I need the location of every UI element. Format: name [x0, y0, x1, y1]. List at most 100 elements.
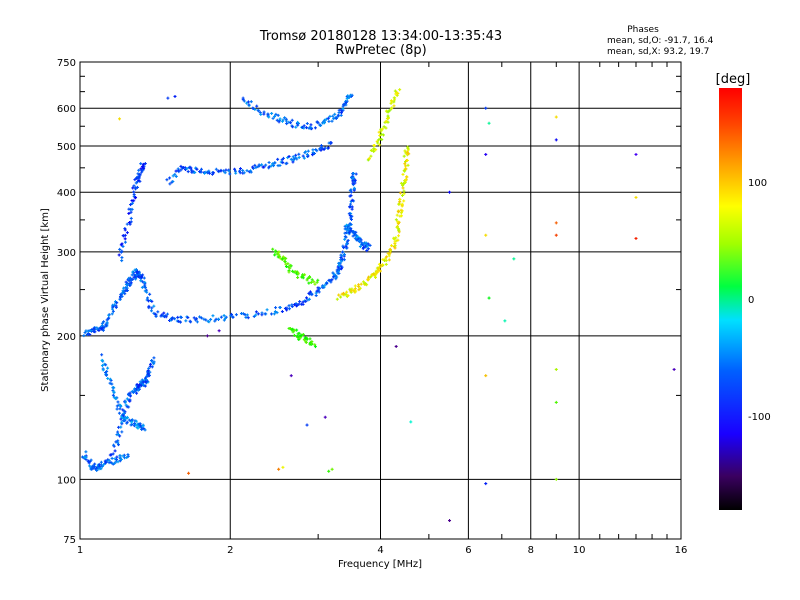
trace-point — [123, 400, 127, 404]
trace-point — [204, 318, 208, 322]
trace-point — [133, 422, 137, 426]
trace-point — [87, 461, 91, 465]
trace-point — [313, 282, 317, 286]
trace-point — [343, 231, 347, 235]
trace-point — [255, 104, 259, 108]
trace-point — [192, 316, 196, 320]
trace-point — [195, 167, 199, 171]
trace-point — [135, 423, 139, 427]
trace-point — [271, 116, 275, 120]
trace-point — [149, 309, 153, 313]
trace-point — [120, 294, 124, 298]
colorbar-label: [deg] — [716, 72, 751, 87]
trace-point — [344, 244, 348, 248]
trace-point — [310, 342, 314, 346]
isolated-point — [634, 152, 638, 156]
trace-point — [377, 266, 381, 270]
trace-point — [284, 262, 288, 266]
trace-point — [369, 154, 373, 158]
isolated-point — [394, 344, 398, 348]
trace-point — [199, 170, 203, 174]
trace-point — [111, 309, 115, 313]
trace-point — [101, 328, 105, 332]
trace-point — [368, 243, 372, 247]
trace-point — [114, 304, 118, 308]
trace-point — [334, 277, 338, 281]
isolated-point — [634, 236, 638, 240]
trace-point — [195, 317, 199, 321]
trace-point — [309, 280, 313, 284]
trace-point — [131, 270, 135, 274]
trace-point — [397, 234, 401, 238]
grid-lines — [80, 62, 681, 539]
trace-point — [271, 162, 275, 166]
trace-point — [333, 112, 337, 116]
trace-point — [346, 225, 350, 229]
trace-point — [305, 278, 309, 282]
trace-point — [277, 253, 281, 257]
trace-point — [278, 256, 282, 260]
trace-point — [406, 145, 410, 149]
trace-point — [101, 463, 105, 467]
trace-point — [122, 286, 126, 290]
trace-point — [111, 452, 115, 456]
trace-point — [105, 369, 109, 373]
isolated-point — [484, 374, 488, 378]
trace-point — [302, 156, 306, 160]
trace-point — [272, 164, 276, 168]
trace-point — [122, 414, 126, 418]
trace-point — [253, 107, 257, 111]
isolated-point — [327, 469, 331, 473]
trace-point — [264, 163, 268, 167]
trace-point — [344, 227, 348, 231]
trace-point — [285, 161, 289, 165]
trace-point — [376, 141, 380, 145]
trace-point — [349, 218, 353, 222]
trace-point — [387, 254, 391, 258]
trace-point — [305, 126, 309, 130]
trace-point — [345, 246, 349, 250]
trace-point — [233, 167, 237, 171]
trace-point — [270, 312, 274, 316]
trace-point — [101, 368, 105, 372]
trace-point — [84, 450, 88, 454]
trace-point — [274, 112, 278, 116]
trace-point — [116, 400, 120, 404]
trace-point — [294, 125, 298, 129]
trace-point — [342, 258, 346, 262]
trace-point — [350, 198, 354, 202]
trace-point — [145, 379, 149, 383]
trace-point — [92, 465, 96, 469]
trace-point — [405, 150, 409, 154]
trace-point — [309, 123, 313, 127]
stats-line-x: mean, sd,X: 93.2, 19.7 — [607, 47, 709, 57]
stats-header: Phases — [627, 25, 659, 35]
trace-point — [386, 110, 390, 114]
trace-point — [403, 149, 407, 153]
trace-point — [214, 167, 218, 171]
trace-point — [364, 282, 368, 286]
trace-point — [277, 250, 281, 254]
trace-point — [124, 286, 128, 290]
trace-point — [307, 297, 311, 301]
trace-point — [171, 174, 175, 178]
trace-point — [132, 184, 136, 188]
x-tick-label: 16 — [675, 545, 688, 556]
trace-point — [115, 455, 119, 459]
trace-point — [302, 124, 306, 128]
x-tick-label: 1 — [77, 545, 83, 556]
trace-point — [216, 317, 220, 321]
trace-point — [319, 148, 323, 152]
trace-point — [330, 278, 334, 282]
chart-subtitle: RwPretec (8p) — [335, 43, 426, 58]
trace-point — [121, 454, 125, 458]
trace-point — [405, 158, 409, 162]
trace-point — [303, 273, 307, 277]
trace-point — [223, 316, 227, 320]
trace-point — [135, 382, 139, 386]
trace-point — [298, 336, 302, 340]
trace-point — [342, 253, 346, 257]
trace-point — [336, 113, 340, 117]
trace-point — [377, 262, 381, 266]
trace-point — [211, 314, 215, 318]
